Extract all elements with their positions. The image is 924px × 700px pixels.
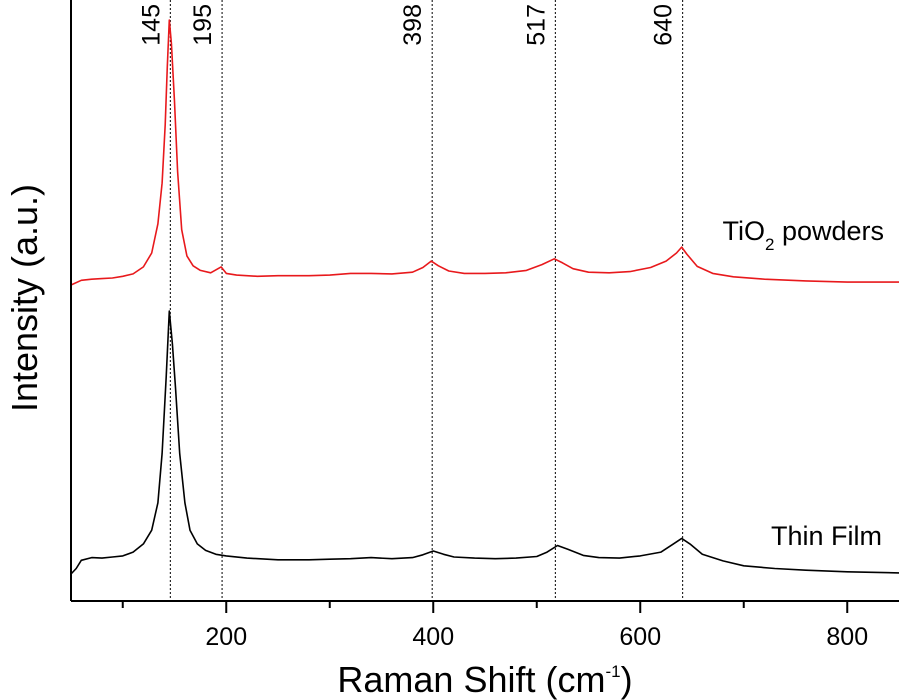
- peak-label-398: 398: [399, 4, 427, 46]
- x-tick-label: 200: [205, 623, 247, 651]
- x-tick-label: 800: [826, 623, 868, 651]
- x-ticks: 200 400 600 800: [121, 601, 868, 651]
- peak-label-195: 195: [189, 4, 217, 46]
- series-label-tio2-powders: TiO2 powders: [722, 216, 884, 254]
- series-line-thin-film: [70, 310, 900, 575]
- x-axis-title-close: ): [621, 659, 633, 700]
- series-line-tio2-powders: [70, 19, 899, 286]
- x-axis-title-main: Raman Shift (cm: [337, 659, 605, 700]
- axes: 200 400 600 800: [70, 0, 899, 651]
- peak-label-640: 640: [650, 4, 678, 46]
- peak-reference-lines: [169, 0, 684, 601]
- peak-label-517: 517: [522, 4, 550, 46]
- y-axis-title: Intensity (a.u.): [4, 184, 45, 412]
- peak-labels: 145 195 398 517 640: [137, 4, 677, 46]
- x-axis-title: Raman Shift (cm-1): [337, 659, 632, 700]
- peak-label-145: 145: [137, 4, 165, 46]
- x-tick-label: 600: [619, 623, 661, 651]
- series-labels: TiO2 powders Thin Film: [722, 216, 884, 551]
- x-tick-label: 400: [412, 623, 454, 651]
- series-label-thin-film: Thin Film: [771, 521, 882, 551]
- x-axis-title-superscript: -1: [605, 662, 620, 681]
- series-layer: [70, 19, 900, 575]
